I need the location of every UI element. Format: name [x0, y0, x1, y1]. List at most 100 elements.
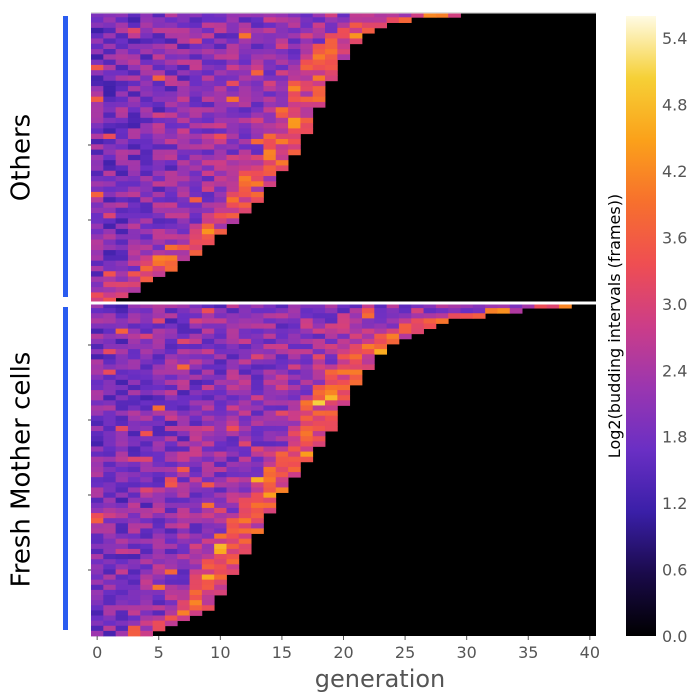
- heatmap-cell: [214, 359, 227, 365]
- heatmap-cell: [300, 128, 314, 135]
- heatmap-cell: [263, 359, 277, 365]
- heatmap-cell: [238, 451, 252, 458]
- heatmap-cell: [312, 101, 326, 108]
- heatmap-cell: [263, 425, 277, 432]
- heatmap-cell: [238, 323, 252, 330]
- heatmap-cell: [214, 70, 227, 76]
- heatmap-cell: [164, 154, 178, 161]
- heatmap-cell: [127, 165, 141, 172]
- heatmap-cell: [251, 303, 264, 309]
- heatmap-cell: [275, 405, 289, 411]
- heatmap-cell: [103, 533, 117, 540]
- heatmap-cell: [127, 287, 141, 293]
- heatmap-cell: [140, 615, 153, 622]
- heatmap-cell: [238, 502, 252, 509]
- heatmap-cell: [325, 64, 338, 71]
- heatmap-cell: [238, 70, 252, 76]
- heatmap-cell: [251, 144, 264, 150]
- heatmap-cell: [91, 27, 104, 34]
- heatmap-cell: [189, 559, 203, 565]
- heatmap-cell: [177, 456, 190, 463]
- heatmap-cell: [127, 425, 141, 432]
- heatmap-cell: [177, 38, 190, 45]
- heatmap-cell: [337, 318, 351, 324]
- heatmap-cell: [127, 359, 141, 365]
- heatmap-cell: [115, 523, 129, 529]
- heatmap-cell: [214, 477, 227, 483]
- heatmap-cell: [177, 405, 190, 411]
- heatmap-cell: [103, 54, 117, 61]
- heatmap-cell: [398, 308, 412, 314]
- heatmap-cell: [263, 477, 277, 483]
- heatmap-cell: [152, 400, 166, 406]
- heatmap-cell: [164, 451, 178, 458]
- group-label: Fresh Mother cells: [7, 352, 37, 588]
- heatmap-cell: [214, 59, 227, 66]
- heatmap-cell: [288, 101, 301, 108]
- heatmap-cell: [238, 149, 252, 156]
- heatmap-cell: [201, 420, 215, 427]
- heatmap-cell: [103, 160, 117, 166]
- heatmap-cell: [312, 328, 326, 335]
- heatmap-cell: [189, 431, 203, 437]
- heatmap-cell: [152, 359, 166, 365]
- heatmap-cell: [164, 43, 178, 50]
- heatmap-cell: [115, 518, 129, 524]
- heatmap-cell: [275, 107, 289, 113]
- heatmap-cell: [177, 528, 190, 534]
- heatmap-cell: [214, 91, 227, 98]
- heatmap-cell: [275, 64, 289, 71]
- heatmap-cell: [312, 12, 326, 18]
- heatmap-cell: [127, 615, 141, 622]
- heatmap-cell: [263, 22, 277, 29]
- heatmap-cell: [312, 374, 326, 381]
- heatmap-cell: [103, 523, 117, 529]
- heatmap-cell: [288, 354, 301, 360]
- x-tick-label: 25: [395, 643, 415, 662]
- heatmap-cell: [275, 33, 289, 39]
- heatmap-cell: [312, 415, 326, 422]
- heatmap-cell: [275, 59, 289, 66]
- heatmap-cell: [103, 574, 117, 581]
- heatmap-cell: [115, 431, 129, 437]
- heatmap-cell: [152, 265, 166, 272]
- heatmap-cell: [115, 328, 129, 335]
- heatmap-cell: [103, 165, 117, 172]
- heatmap-cell: [201, 548, 215, 555]
- heatmap-cell: [423, 323, 437, 330]
- heatmap-cell: [152, 497, 166, 504]
- heatmap-cell: [164, 207, 178, 214]
- heatmap-cell: [115, 513, 129, 519]
- heatmap-cell: [115, 574, 129, 581]
- heatmap-cell: [91, 186, 104, 193]
- heatmap-cell: [115, 80, 129, 87]
- heatmap-cell: [374, 338, 388, 345]
- heatmap-cell: [251, 472, 264, 478]
- heatmap-cell: [127, 338, 141, 345]
- heatmap-cell: [214, 554, 227, 560]
- heatmap-cell: [300, 43, 314, 50]
- heatmap-cell: [226, 364, 240, 370]
- heatmap-cell: [152, 600, 166, 606]
- heatmap-cell: [177, 559, 190, 565]
- heatmap-cell: [288, 33, 301, 39]
- heatmap-cell: [201, 364, 215, 370]
- heatmap-cell: [214, 86, 227, 92]
- heatmap-cell: [152, 333, 166, 340]
- heatmap-cell: [115, 548, 129, 555]
- heatmap-cell: [140, 610, 153, 616]
- heatmap-cell: [226, 17, 240, 23]
- heatmap-cell: [251, 415, 264, 422]
- heatmap-cell: [398, 17, 412, 23]
- heatmap-cell: [238, 497, 252, 504]
- heatmap-cell: [177, 374, 190, 381]
- heatmap-cell: [275, 313, 289, 319]
- heatmap-cell: [127, 395, 141, 401]
- heatmap-cell: [115, 218, 129, 225]
- heatmap-cell: [288, 12, 301, 18]
- heatmap-cell: [374, 318, 388, 324]
- heatmap-cell: [386, 318, 400, 324]
- heatmap-cell: [177, 154, 190, 161]
- heatmap-cell: [152, 43, 166, 50]
- heatmap-cell: [398, 333, 412, 340]
